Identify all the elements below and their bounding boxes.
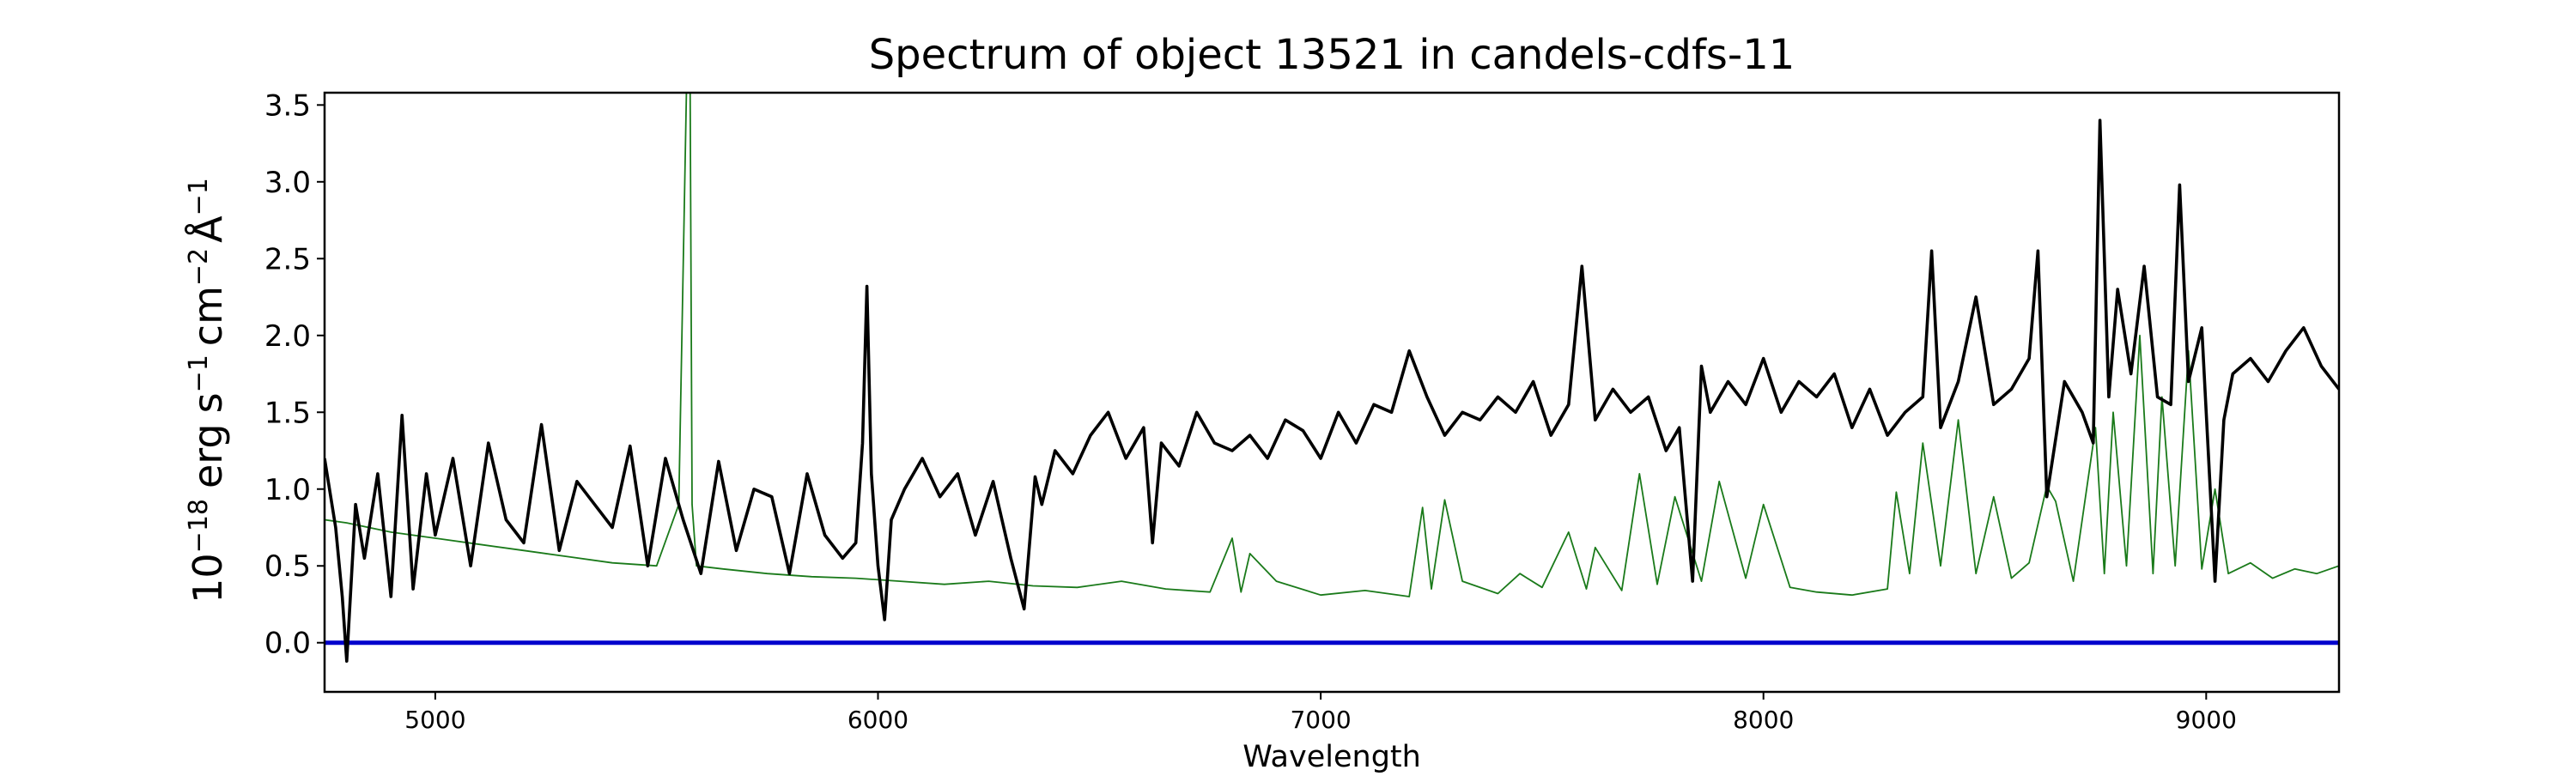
x-tick-label: 5000 <box>404 706 465 734</box>
x-tick-label: 8000 <box>1733 706 1794 734</box>
y-tick-label: 0.0 <box>264 627 311 661</box>
y-label-angstrom-exponent: −1 <box>184 178 214 215</box>
y-label-angstrom-base: Å <box>185 215 231 243</box>
y-label-cm-exponent: −2 <box>184 248 214 286</box>
chart-title: Spectrum of object 13521 in candels-cdfs… <box>869 31 1795 79</box>
flux-spectrum-line <box>325 118 2339 664</box>
y-label-multiplier-base: 10 <box>185 553 231 603</box>
x-axis-ticks: 5000 6000 7000 8000 9000 <box>404 692 2237 734</box>
plot-frame <box>323 91 2341 694</box>
x-axis-label: Wavelength <box>1242 740 1421 773</box>
y-label-multiplier-exponent: −18 <box>184 499 214 553</box>
plot-series-layer <box>325 93 2339 664</box>
y-tick-label: 2.0 <box>264 319 311 354</box>
y-label-erg: erg <box>185 423 231 488</box>
y-axis-ticks: 0.0 0.5 1.0 1.5 2.0 2.5 3.0 3.5 <box>264 88 325 661</box>
y-tick-label: 1.5 <box>264 396 311 430</box>
y-tick-label: 1.0 <box>264 473 311 507</box>
y-label-s-base: s <box>185 392 231 413</box>
x-tick-label: 9000 <box>2176 706 2237 734</box>
y-label-s-exponent: −1 <box>184 355 214 392</box>
y-tick-label: 3.5 <box>264 88 311 123</box>
error-spectrum-line <box>325 93 2339 597</box>
y-tick-label: 2.5 <box>264 242 311 276</box>
x-tick-label: 7000 <box>1290 706 1351 734</box>
x-tick-label: 6000 <box>848 706 908 734</box>
y-tick-label: 3.0 <box>264 166 311 200</box>
y-label-cm-base: cm <box>185 286 231 346</box>
y-axis-label: 10−18ergs−1cm−2Å−1 <box>184 178 232 603</box>
y-tick-label: 0.5 <box>264 549 311 584</box>
